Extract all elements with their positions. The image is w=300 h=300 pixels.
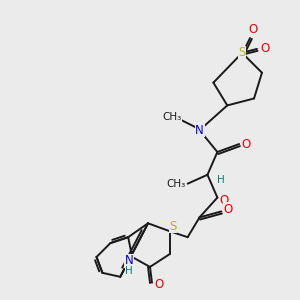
Text: N: N [125, 254, 134, 268]
Text: O: O [220, 194, 229, 207]
Text: O: O [260, 42, 270, 56]
Text: O: O [242, 138, 251, 151]
Text: O: O [224, 203, 233, 216]
Text: CH₃: CH₃ [166, 179, 185, 189]
Text: CH₃: CH₃ [162, 112, 182, 122]
Text: H: H [218, 175, 225, 185]
Text: N: N [195, 124, 204, 137]
Text: S: S [238, 46, 246, 59]
Text: S: S [169, 220, 176, 233]
Text: O: O [248, 22, 258, 36]
Text: H: H [125, 266, 133, 276]
Text: O: O [154, 278, 164, 291]
